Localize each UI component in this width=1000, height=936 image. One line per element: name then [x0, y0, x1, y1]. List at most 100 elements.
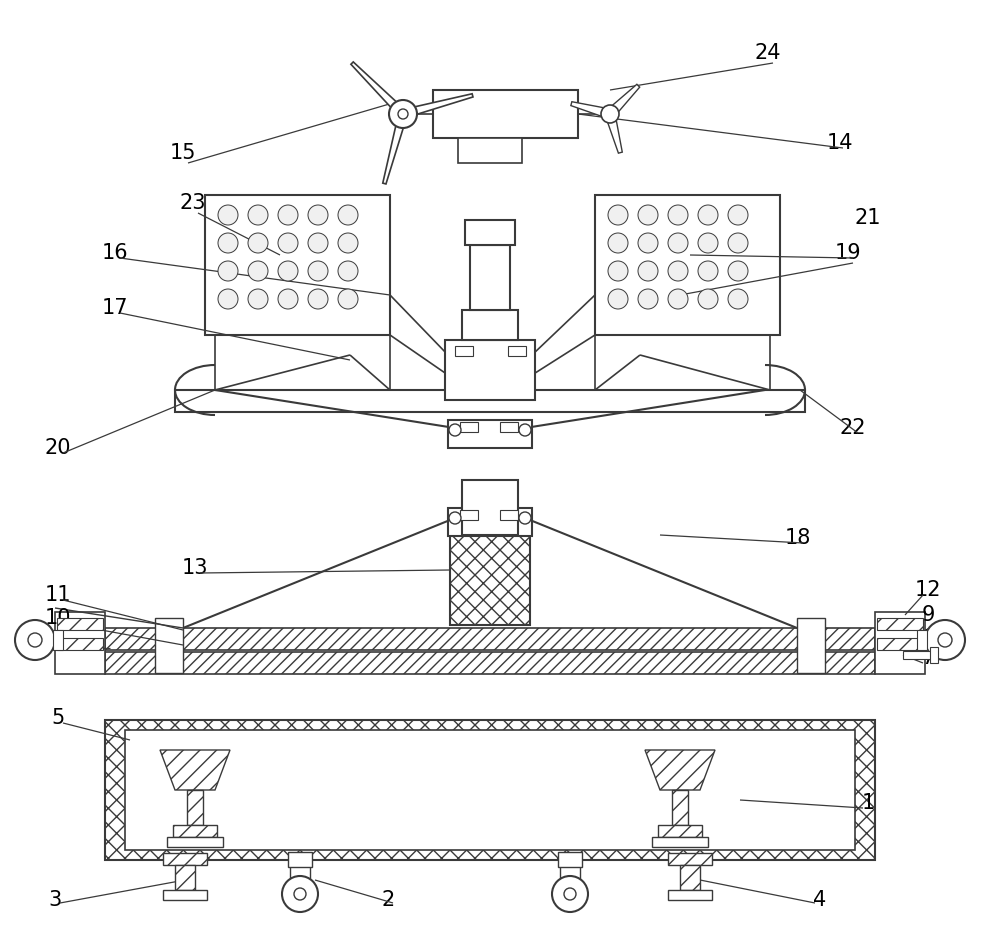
- Bar: [53, 630, 63, 650]
- Polygon shape: [645, 750, 715, 790]
- Circle shape: [608, 233, 628, 253]
- Circle shape: [218, 233, 238, 253]
- Circle shape: [278, 205, 298, 225]
- Bar: [917, 630, 927, 650]
- Circle shape: [449, 512, 461, 524]
- Circle shape: [728, 261, 748, 281]
- Text: 21: 21: [855, 208, 881, 228]
- Circle shape: [278, 233, 298, 253]
- Bar: [797, 618, 825, 673]
- Bar: [458, 138, 522, 163]
- Circle shape: [248, 233, 268, 253]
- Circle shape: [668, 261, 688, 281]
- Bar: [658, 825, 702, 837]
- Polygon shape: [606, 84, 640, 118]
- Bar: [460, 510, 478, 520]
- Polygon shape: [571, 102, 611, 119]
- Text: 17: 17: [102, 298, 128, 318]
- Polygon shape: [160, 750, 230, 790]
- Circle shape: [698, 289, 718, 309]
- Polygon shape: [402, 94, 473, 118]
- Text: 2: 2: [381, 890, 395, 910]
- Bar: [175, 390, 805, 412]
- Bar: [163, 853, 207, 865]
- Bar: [105, 720, 875, 860]
- Circle shape: [278, 261, 298, 281]
- Bar: [595, 195, 780, 335]
- Bar: [57, 638, 103, 650]
- Bar: [448, 508, 532, 536]
- Circle shape: [519, 424, 531, 436]
- Circle shape: [338, 233, 358, 253]
- Bar: [877, 618, 923, 630]
- Circle shape: [668, 205, 688, 225]
- Circle shape: [338, 205, 358, 225]
- Text: 19: 19: [835, 243, 861, 263]
- Bar: [57, 618, 103, 630]
- Bar: [668, 890, 712, 900]
- Circle shape: [564, 888, 576, 900]
- Circle shape: [938, 633, 952, 647]
- Circle shape: [308, 233, 328, 253]
- Circle shape: [28, 633, 42, 647]
- Bar: [125, 730, 855, 850]
- Bar: [450, 535, 530, 625]
- Circle shape: [248, 289, 268, 309]
- Bar: [680, 865, 700, 890]
- Bar: [672, 790, 688, 825]
- Circle shape: [294, 888, 306, 900]
- Bar: [462, 310, 518, 340]
- Bar: [652, 837, 708, 847]
- Polygon shape: [383, 113, 407, 184]
- Circle shape: [552, 876, 588, 912]
- Text: 13: 13: [182, 558, 208, 578]
- Text: 20: 20: [45, 438, 71, 458]
- Circle shape: [282, 876, 318, 912]
- Bar: [448, 420, 532, 448]
- Circle shape: [728, 233, 748, 253]
- Circle shape: [308, 261, 328, 281]
- Bar: [445, 340, 535, 400]
- Bar: [187, 790, 203, 825]
- Circle shape: [638, 289, 658, 309]
- Bar: [288, 852, 312, 867]
- Text: 3: 3: [48, 890, 62, 910]
- Circle shape: [449, 424, 461, 436]
- Text: 18: 18: [785, 528, 811, 548]
- Circle shape: [728, 205, 748, 225]
- Circle shape: [338, 261, 358, 281]
- Circle shape: [698, 233, 718, 253]
- Bar: [668, 853, 712, 865]
- Circle shape: [519, 512, 531, 524]
- Circle shape: [608, 261, 628, 281]
- Bar: [875, 612, 925, 674]
- Text: 15: 15: [170, 143, 196, 163]
- Circle shape: [338, 289, 358, 309]
- Circle shape: [668, 289, 688, 309]
- Circle shape: [308, 289, 328, 309]
- Text: 7: 7: [921, 648, 935, 668]
- Circle shape: [218, 261, 238, 281]
- Bar: [508, 346, 526, 356]
- Bar: [500, 422, 518, 432]
- Bar: [105, 628, 875, 650]
- Text: 22: 22: [840, 418, 866, 438]
- Circle shape: [638, 261, 658, 281]
- Text: 10: 10: [45, 608, 71, 628]
- Circle shape: [698, 205, 718, 225]
- Circle shape: [728, 289, 748, 309]
- Bar: [877, 638, 923, 650]
- Circle shape: [925, 620, 965, 660]
- Text: 8: 8: [51, 633, 65, 653]
- Circle shape: [638, 205, 658, 225]
- Bar: [163, 890, 207, 900]
- Bar: [433, 90, 578, 138]
- Circle shape: [248, 205, 268, 225]
- Bar: [155, 618, 183, 673]
- Text: 24: 24: [755, 43, 781, 63]
- Text: 1: 1: [861, 793, 875, 813]
- Circle shape: [248, 261, 268, 281]
- Polygon shape: [605, 112, 622, 154]
- Circle shape: [218, 205, 238, 225]
- Text: 9: 9: [921, 605, 935, 625]
